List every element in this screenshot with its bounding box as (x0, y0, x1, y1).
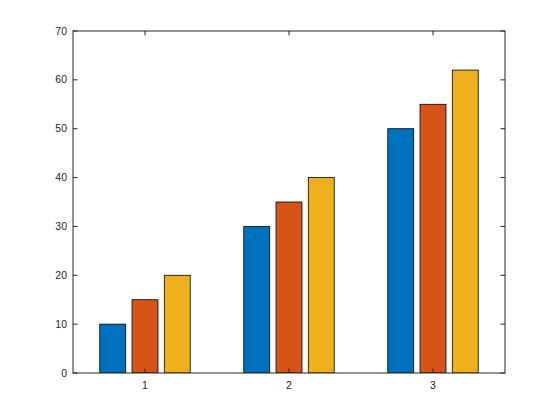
y-tick (73, 31, 78, 32)
axes-frame (73, 31, 505, 373)
x-tick-top (145, 31, 146, 36)
x-tick-label: 1 (142, 379, 148, 391)
y-tick (73, 177, 78, 178)
y-tick-right (501, 324, 506, 325)
y-tick-label: 50 (55, 122, 67, 134)
bar (244, 226, 270, 373)
y-tick-right (501, 128, 506, 129)
x-tick-label: 2 (286, 379, 292, 391)
x-tick-top (433, 31, 434, 36)
y-tick-label: 60 (55, 73, 67, 85)
bar (164, 275, 190, 373)
y-tick (73, 275, 78, 276)
y-tick-label: 30 (55, 220, 67, 232)
x-tick (433, 369, 434, 374)
y-tick-right (501, 31, 506, 32)
bar (420, 104, 446, 373)
y-tick (73, 79, 78, 80)
bars (100, 70, 478, 373)
x-tick (289, 369, 290, 374)
y-tick-right (501, 275, 506, 276)
background (0, 0, 560, 420)
x-tick-top (289, 31, 290, 36)
bar (388, 129, 414, 373)
y-tick (73, 324, 78, 325)
y-tick-right (501, 177, 506, 178)
bar (308, 178, 334, 373)
x-tick-label: 3 (430, 379, 436, 391)
bar (132, 300, 158, 373)
y-tick-label: 0 (61, 367, 67, 379)
x-tick (145, 369, 146, 374)
plot-area (73, 31, 505, 373)
y-tick-label: 40 (55, 171, 67, 183)
axes: 0 10 20 30 40 50 60 70 1 2 3 (55, 25, 505, 392)
chart-svg: 0 10 20 30 40 50 60 70 1 2 3 (0, 0, 560, 420)
y-tick (73, 128, 78, 129)
y-tick-right (501, 226, 506, 227)
y-tick (73, 226, 78, 227)
y-tick-label: 70 (55, 25, 67, 37)
y-tick-right (501, 79, 506, 80)
y-tick-label: 10 (55, 318, 67, 330)
bar (452, 70, 478, 373)
chart-container: 0 10 20 30 40 50 60 70 1 2 3 (0, 0, 560, 420)
y-tick (73, 373, 78, 374)
bar (100, 324, 126, 373)
y-tick-right (501, 373, 506, 374)
bar (276, 202, 302, 373)
y-tick-label: 20 (55, 269, 67, 281)
